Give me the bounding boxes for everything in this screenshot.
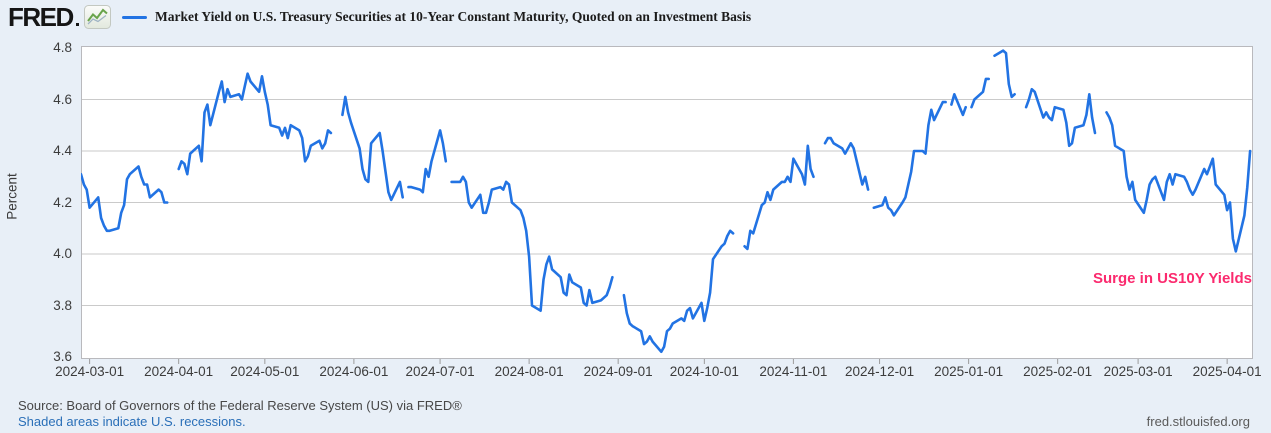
y-tick-label: 4.2 xyxy=(53,194,72,210)
fred-logo-trademark-dot xyxy=(75,22,79,26)
legend-line-swatch xyxy=(122,15,147,19)
x-tick-label: 2025-04-01 xyxy=(1192,364,1262,379)
x-tick-label: 2024-10-01 xyxy=(669,364,739,379)
y-tick-label: 4.8 xyxy=(53,40,72,55)
legend-series-label: Market Yield on U.S. Treasury Securities… xyxy=(155,9,752,24)
y-tick-label: 3.6 xyxy=(53,349,72,364)
chart-plot[interactable] xyxy=(81,46,1253,366)
y-tick-label: 3.8 xyxy=(53,297,72,313)
y-tick-label: 4.6 xyxy=(53,91,72,107)
x-tick-label: 2024-11-01 xyxy=(759,364,828,379)
x-tick-label: 2024-04-01 xyxy=(144,364,214,379)
y-tick-label: 4.0 xyxy=(53,246,72,261)
x-tick-label: 2024-09-01 xyxy=(583,364,653,379)
fred-logo[interactable]: FRED xyxy=(8,4,111,30)
y-tick-label: 4.4 xyxy=(53,143,72,158)
series-line xyxy=(81,49,1252,354)
chart-annotation: Surge in US10Y Yields xyxy=(1093,270,1252,287)
x-tick-label: 2024-07-01 xyxy=(405,364,475,379)
x-tick-label: 2025-01-01 xyxy=(934,364,1004,379)
fred-logo-text: FRED xyxy=(8,2,74,32)
x-tick-label: 2024-12-01 xyxy=(845,364,915,379)
y-axis-title: Percent xyxy=(4,173,20,220)
fred-logo-chart-icon xyxy=(83,5,111,29)
x-tick-label: 2024-08-01 xyxy=(494,364,564,379)
x-tick-label: 2025-03-01 xyxy=(1103,364,1173,379)
x-tick-label: 2025-02-01 xyxy=(1023,364,1093,379)
fred-site-link[interactable]: fred.stlouisfed.org xyxy=(1146,414,1250,429)
x-tick-label: 2024-03-01 xyxy=(55,364,125,379)
recession-note-link[interactable]: Shaded areas indicate U.S. recessions. xyxy=(18,414,246,429)
chart-legend: Market Yield on U.S. Treasury Securities… xyxy=(122,9,751,25)
x-tick-label: 2024-06-01 xyxy=(319,364,389,379)
source-note: Source: Board of Governors of the Federa… xyxy=(18,398,462,413)
x-tick-label: 2024-05-01 xyxy=(230,364,300,379)
